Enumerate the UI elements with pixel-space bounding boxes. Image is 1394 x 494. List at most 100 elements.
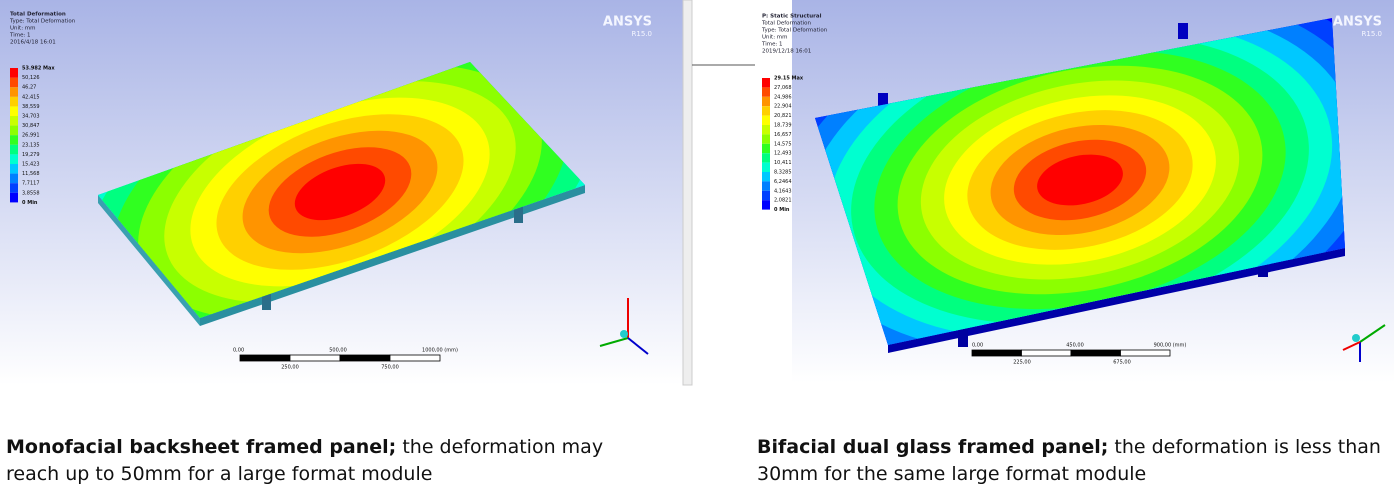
- header-line: Unit: mm: [10, 26, 36, 32]
- legend-swatch: [762, 134, 770, 144]
- legend-swatch: [10, 106, 18, 116]
- legend-swatch: [762, 106, 770, 116]
- legend-swatch: [10, 164, 18, 174]
- header-line: Type: Total Deformation: [9, 19, 76, 25]
- header-line: Total Deformation: [10, 12, 66, 18]
- legend-label: 6,2464: [774, 179, 792, 185]
- legend-swatch: [10, 183, 18, 193]
- header-line: P: Static Structural: [762, 14, 822, 20]
- legend-label: 46,27: [22, 85, 36, 91]
- legend-label: 12,493: [774, 151, 792, 157]
- legend-label: 27,068: [774, 85, 792, 91]
- legend-swatch: [762, 200, 770, 210]
- legend-swatch: [10, 125, 18, 136]
- header-line: Type: Total Deformation: [761, 28, 828, 34]
- legend-swatch: [762, 125, 770, 135]
- caption: Monofacial backsheet framed panel; the d…: [6, 434, 646, 488]
- scale-label: 250,00: [281, 365, 299, 371]
- legend-swatch: [10, 192, 18, 203]
- header-line: Total Deformation: [761, 21, 811, 27]
- legend-swatch: [10, 77, 18, 88]
- legend-swatch: [762, 96, 770, 107]
- legend-label: 53.982 Max: [22, 66, 55, 72]
- caption-text: the deformation may reach up to 50mm for…: [6, 436, 604, 485]
- legend-label: 8,3285: [774, 170, 792, 176]
- legend-label: 26,991: [22, 133, 40, 139]
- scale-label: 1000,00 (mm): [422, 348, 458, 354]
- scale-label: 900,00 (mm): [1154, 343, 1187, 349]
- version: R15.0: [632, 30, 652, 38]
- scale-bar: [289, 354, 341, 362]
- legend-swatch: [762, 115, 770, 125]
- legend-swatch: [10, 116, 18, 126]
- legend-label: 4,1643: [774, 188, 792, 194]
- header-line: 2016/4/18 16:01: [10, 40, 56, 46]
- header-line: 2019/12/18 16:01: [762, 49, 811, 55]
- legend-label: 29.15 Max: [774, 76, 804, 82]
- legend-label: 22,904: [774, 104, 792, 110]
- caption-bold: Monofacial backsheet framed panel;: [6, 436, 397, 458]
- legend-label: 34,703: [22, 114, 40, 120]
- contour-band: [1037, 154, 1123, 206]
- legend-swatch: [762, 190, 770, 201]
- legend-label: 19,279: [22, 152, 40, 158]
- caption: Bifacial dual glass framed panel; the de…: [757, 434, 1394, 488]
- legend-label: 3,8558: [22, 190, 40, 196]
- scale-bar: [339, 354, 391, 362]
- header-line: Unit: mm: [762, 35, 788, 41]
- legend-swatch: [10, 154, 18, 164]
- scale-bar: [1120, 349, 1171, 357]
- scale-bar: [389, 354, 441, 362]
- scale-label: 750,00: [381, 365, 399, 371]
- support: [262, 292, 271, 310]
- support: [878, 93, 888, 109]
- legend-swatch: [762, 143, 770, 154]
- legend-swatch: [762, 172, 770, 182]
- legend-swatch: [10, 96, 18, 107]
- legend-label: 11,568: [22, 171, 40, 177]
- plate-edge: [888, 248, 1345, 353]
- plate-edge: [200, 185, 585, 326]
- scale-label: 450,00: [1066, 343, 1084, 349]
- scale-label: 675,00: [1113, 360, 1131, 366]
- axis-triad: [599, 298, 1386, 362]
- contour-band: [294, 163, 386, 221]
- legend-label: 7,7117: [22, 181, 40, 187]
- support: [1258, 255, 1268, 277]
- legend-label: 20,821: [774, 113, 792, 119]
- legend-label: 10,411: [774, 160, 792, 166]
- legend-swatch: [762, 87, 770, 97]
- legend-label: 42,415: [22, 94, 40, 100]
- legend-label: 38,559: [22, 104, 40, 110]
- scale-label: 225,00: [1013, 360, 1031, 366]
- scale-bar: [239, 354, 291, 362]
- legend-label: 30,847: [22, 123, 40, 129]
- scrollbar: [682, 0, 693, 386]
- legend-swatch: [762, 153, 770, 163]
- logo: ANSYS: [603, 15, 652, 30]
- scale-bar: [971, 349, 1022, 357]
- logo: ANSYS: [1333, 15, 1382, 30]
- support: [958, 325, 968, 347]
- scale-bar: [1070, 349, 1121, 357]
- scale-label: 0,00: [233, 348, 244, 354]
- scale-label: 0,00: [972, 343, 983, 349]
- legend-swatch: [762, 181, 770, 191]
- legend-swatch: [10, 173, 18, 184]
- legend-swatch: [762, 162, 770, 172]
- legend-swatch: [10, 135, 18, 145]
- legend-label: 24,986: [774, 94, 792, 100]
- header-line: Time: 1: [9, 33, 31, 39]
- legend-label: 18,739: [774, 123, 792, 129]
- legend-label: 0 Min: [22, 200, 38, 206]
- version: R15.0: [1362, 30, 1382, 38]
- legend-swatch: [10, 144, 18, 155]
- header-line: Time: 1: [761, 42, 783, 48]
- legend-label: 16,657: [774, 132, 792, 138]
- legend-label: 0 Min: [774, 207, 790, 213]
- legend-swatch: [10, 87, 18, 97]
- support: [514, 205, 523, 223]
- support: [1178, 23, 1188, 39]
